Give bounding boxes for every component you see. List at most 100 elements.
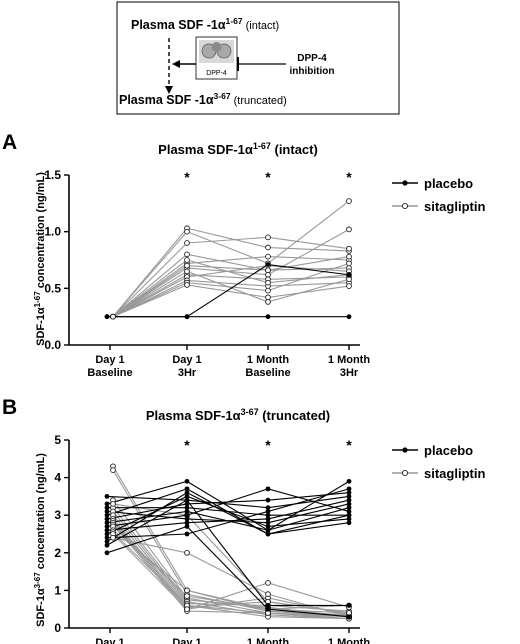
legend-placebo-marker [402,180,408,186]
placebo-series-line [106,499,350,531]
x-tick-label: 3Hr [340,367,359,379]
y-tick-label: 1.0 [44,225,61,239]
placebo-point [265,486,271,492]
y-tick-label: 5 [54,433,61,447]
placebo-point [104,314,110,320]
sitagliptin-series-line [112,236,350,318]
sitagliptin-point [184,593,190,599]
sitagliptin-series-line [112,256,350,318]
sitagliptin-series-line [112,511,350,620]
placebo-point [184,314,190,320]
placebo-point [346,494,352,499]
placebo-point [346,509,352,514]
sitagliptin-series-line [112,253,350,318]
panel-a-title: Plasma SDF-1α1-67 (intact) [158,141,318,157]
schematic-top-label: Plasma SDF -1α1-67 (intact) [131,16,279,32]
schematic-inhibitor-label-1: DPP-4 [297,53,327,64]
x-tick-label: Baseline [245,367,290,379]
sitagliptin-series-line [112,256,350,318]
panel-b-title: Plasma SDF-1α3-67 (truncated) [146,407,330,423]
sitagliptin-series-line [112,466,350,614]
placebo-point [104,516,110,522]
y-tick-label: 0.0 [44,338,61,352]
placebo-point [265,505,271,511]
sitagliptin-series-line [112,522,350,616]
sitagliptin-point [346,260,352,267]
sitagliptin-series-line [112,227,350,318]
placebo-point [184,505,190,511]
placebo-point [265,520,271,526]
sitagliptin-series-line [112,279,350,318]
placebo-point [265,531,271,537]
y-tick-label: 1 [54,583,61,597]
significance-marker: * [184,169,190,185]
placebo-point [346,603,352,608]
sitagliptin-point [265,279,271,286]
placebo-point [184,516,190,522]
placebo-point [184,478,190,484]
placebo-series-line [106,495,350,535]
sitagliptin-point [184,240,190,246]
sitagliptin-point [184,282,190,288]
sitagliptin-point [110,313,116,320]
sitagliptin-point [110,467,116,473]
sitagliptin-series-line [112,200,350,318]
placebo-point [184,486,190,492]
sitagliptin-point [184,251,190,258]
placebo-point [104,512,110,518]
sitagliptin-series-line [112,259,350,318]
placebo-point [184,512,190,518]
placebo-point [104,524,110,529]
panel-letter-a: A [2,131,17,154]
legend-placebo-label: placebo [424,443,473,458]
sitagliptin-point [184,606,190,613]
sitagliptin-point [346,245,352,252]
y-tick-label: 2 [54,546,61,560]
placebo-point [184,520,190,526]
placebo-point [104,535,110,541]
schematic-bottom-label: Plasma SDF -1α3-67 (truncated) [119,91,287,107]
placebo-point [346,501,352,507]
placebo-series-line [106,480,350,531]
placebo-point [104,550,110,556]
sitagliptin-point [265,580,271,586]
x-tick-label: Day 1 [172,637,201,644]
sitagliptin-point [265,234,271,241]
placebo-point [104,520,110,526]
sitagliptin-series-line [112,531,350,620]
placebo-point [265,516,271,522]
schematic: Plasma SDF -1α1-67 (intact) DPP-4 DPP-4 … [116,1,400,115]
placebo-point [265,603,271,608]
sitagliptin-point [184,257,190,263]
legend-placebo-marker [402,447,408,453]
placebo-point [346,505,352,511]
x-tick-label: Day 1 [172,354,201,366]
sitagliptin-point [346,283,352,289]
x-tick-label: 1 Month [247,637,289,644]
placebo-point [104,527,110,533]
sitagliptin-series-line [112,270,350,318]
placebo-point [265,606,271,612]
placebo-series-line [106,488,350,539]
placebo-point [346,516,352,522]
panel-a: A Plasma SDF-1α1-67 (intact) SDF-1α1-67 … [2,131,485,379]
placebo-point [184,531,190,537]
legend-sitagliptin-label: sitagliptin [424,199,485,214]
sitagliptin-point [184,587,190,594]
legend-sitagliptin-marker [401,202,409,210]
placebo-point [184,524,190,529]
sitagliptin-point [265,294,271,301]
sitagliptin-point [265,299,271,305]
significance-marker: * [184,437,190,453]
sitagliptin-point [184,268,190,275]
placebo-point [104,505,110,511]
sitagliptin-series-line [112,529,350,618]
dashed-arrowhead [165,86,173,94]
placebo-point [346,272,352,278]
significance-marker: * [265,169,271,185]
y-tick-label: 0.5 [44,281,61,295]
placebo-point [184,490,190,496]
sitagliptin-series-line [112,518,350,620]
sitagliptin-series-line [112,274,350,318]
sitagliptin-point [265,244,271,251]
